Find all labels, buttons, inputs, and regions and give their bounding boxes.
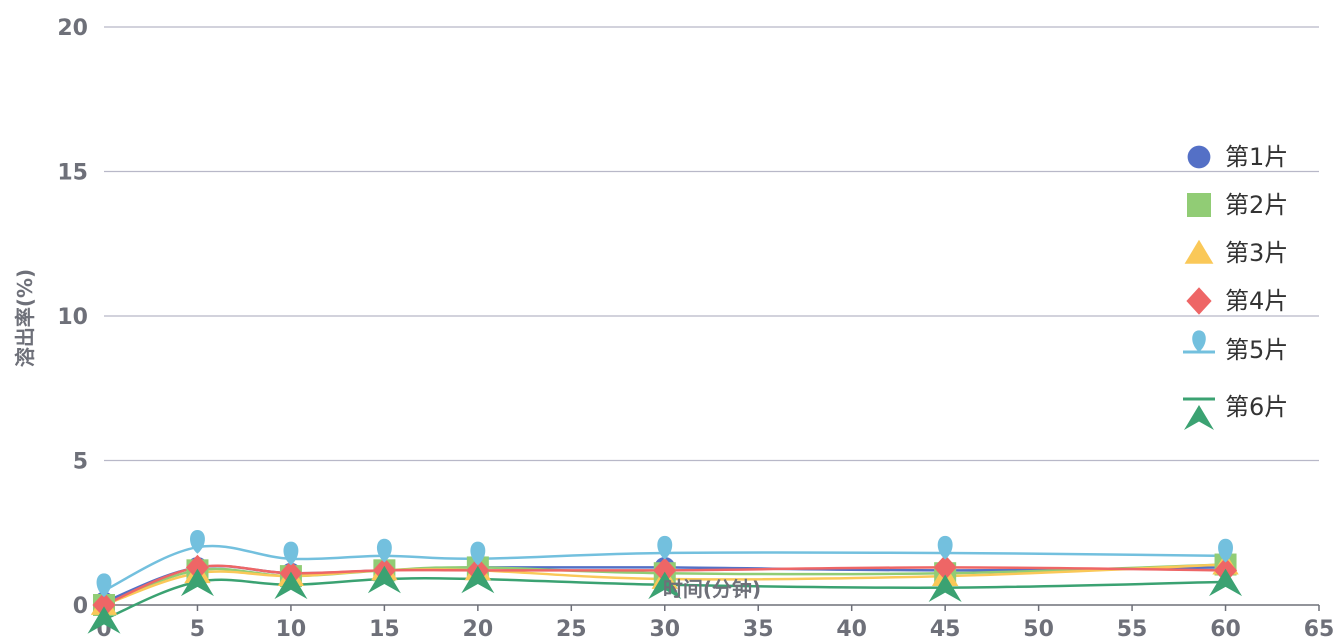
x-tick-label: 15 (369, 617, 400, 642)
data-point-series-4 (933, 554, 957, 581)
series-line-5 (103, 544, 1226, 592)
series-line-2 (103, 563, 1226, 607)
data-point-series-6 (928, 574, 962, 602)
data-point-series-4 (185, 554, 210, 581)
series-line-6 (103, 576, 1226, 621)
x-tick-label: 65 (1304, 617, 1335, 642)
data-point-series-6 (1209, 568, 1243, 597)
x-tick-label: 40 (836, 617, 867, 642)
data-point-series-6 (274, 571, 308, 600)
legend-label[interactable]: 第5片 (1225, 336, 1288, 364)
legend-label[interactable]: 第1片 (1225, 143, 1288, 171)
y-tick-label: 15 (57, 161, 88, 186)
x-tick-label: 30 (649, 617, 680, 642)
data-point-series-6 (461, 565, 495, 594)
legend-label[interactable]: 第6片 (1225, 393, 1288, 421)
legend-marker-icon (1186, 287, 1212, 315)
data-point-series-5 (657, 535, 673, 560)
series-line-4 (103, 564, 1226, 607)
data-point-series-6 (87, 606, 121, 634)
data-point-series-5 (190, 530, 205, 554)
x-tick-label: 25 (556, 617, 587, 642)
y-tick-label: 20 (57, 16, 88, 41)
x-tick-label: 10 (276, 617, 307, 642)
y-axis-label: 溶出率(%) (13, 269, 37, 367)
data-point-series-5 (96, 573, 112, 598)
series-markers (87, 530, 1243, 634)
x-tick-label: 20 (463, 617, 494, 642)
x-tick-label: 50 (1023, 617, 1054, 642)
x-tick-label: 55 (1117, 617, 1148, 642)
y-tick-label: 5 (73, 450, 88, 475)
legend-marker-icon (1192, 330, 1206, 352)
data-point-series-5 (1218, 538, 1233, 563)
data-point-series-5 (283, 541, 299, 566)
y-tick-label: 0 (73, 594, 88, 619)
data-point-series-6 (648, 571, 682, 600)
data-point-series-4 (92, 592, 116, 618)
legend-marker-icon (1187, 145, 1211, 169)
legend-label[interactable]: 第4片 (1225, 287, 1288, 315)
x-tick-label: 60 (1210, 617, 1241, 642)
x-tick-label: 45 (930, 617, 961, 642)
data-point-series-6 (180, 568, 214, 597)
y-tick-label: 10 (57, 305, 88, 330)
data-point-series-5 (937, 535, 953, 560)
series-lines (103, 544, 1226, 621)
x-axis-label: 时间(分钟) (663, 577, 761, 601)
data-point-series-4 (653, 557, 677, 583)
data-point-series-5 (470, 541, 486, 566)
data-point-series-6 (367, 565, 401, 594)
legend-label[interactable]: 第3片 (1225, 239, 1288, 267)
legend-label[interactable]: 第2片 (1225, 191, 1288, 219)
legend-marker-icon (1184, 239, 1214, 264)
data-point-series-5 (376, 538, 392, 563)
legend-marker-icon (1184, 405, 1214, 430)
grid-lines (104, 26, 1319, 462)
legend-marker-icon (1187, 193, 1211, 217)
x-tick-label: 5 (190, 617, 205, 642)
x-tick-label: 35 (743, 617, 774, 642)
